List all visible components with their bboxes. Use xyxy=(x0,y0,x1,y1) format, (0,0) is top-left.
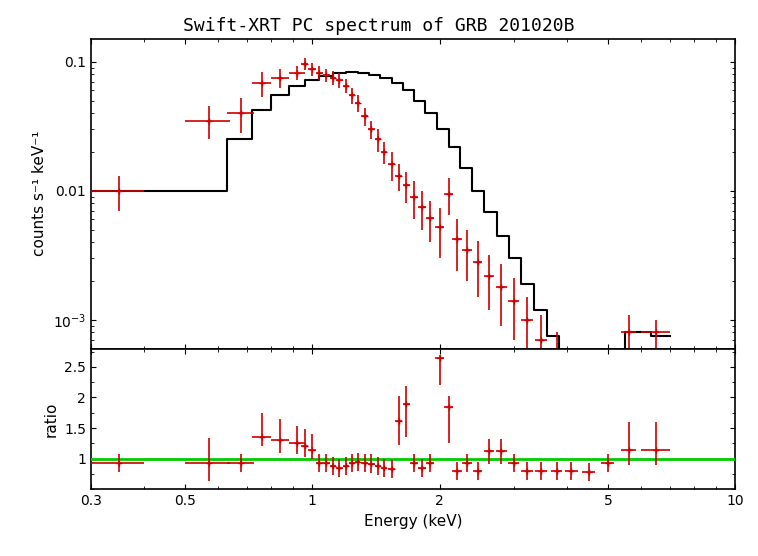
Y-axis label: ratio: ratio xyxy=(43,401,58,436)
Text: Swift-XRT PC spectrum of GRB 201020B: Swift-XRT PC spectrum of GRB 201020B xyxy=(183,17,575,34)
X-axis label: Energy (keV): Energy (keV) xyxy=(364,514,462,529)
Y-axis label: counts s⁻¹ keV⁻¹: counts s⁻¹ keV⁻¹ xyxy=(33,131,47,256)
